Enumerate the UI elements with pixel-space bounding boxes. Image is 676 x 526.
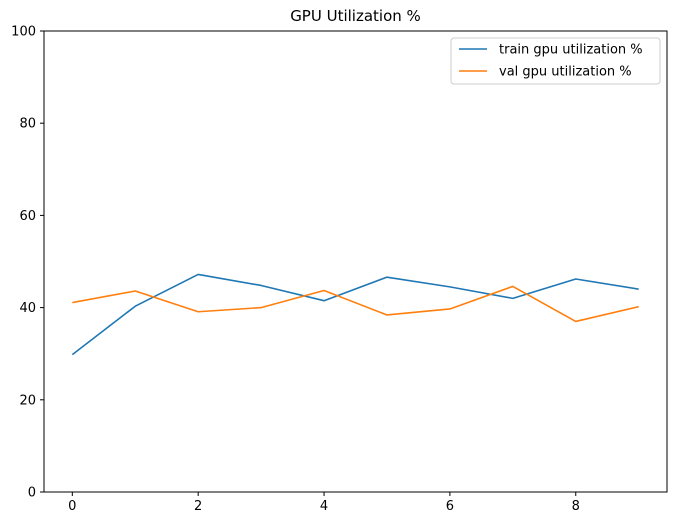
x-tick-label: 0	[68, 499, 76, 514]
legend-box	[450, 37, 661, 85]
y-tick-label: 60	[19, 209, 36, 224]
series-layer	[71, 273, 639, 356]
y-tick-label: 100	[11, 25, 36, 40]
plot-area	[43, 30, 668, 493]
x-tick-label: 2	[194, 499, 202, 514]
x-tick-label: 6	[446, 499, 454, 514]
y-tick-label: 40	[19, 301, 36, 316]
y-tick-label: 80	[19, 117, 36, 132]
x-tick-label: 4	[320, 499, 328, 514]
x-tick-label: 8	[572, 499, 580, 514]
series-line-val	[72, 285, 639, 323]
legend-label: val gpu utilization %	[499, 65, 632, 80]
plot-frame	[43, 30, 668, 493]
legend: train gpu utilization % val gpu utilizati…	[450, 37, 661, 85]
y-tick-label: 20	[19, 393, 36, 408]
series-line-train	[71, 273, 639, 356]
chart-title: GPU Utilization %	[290, 7, 421, 25]
y-tick-label: 0	[28, 486, 36, 501]
legend-label: train gpu utilization %	[499, 43, 643, 58]
